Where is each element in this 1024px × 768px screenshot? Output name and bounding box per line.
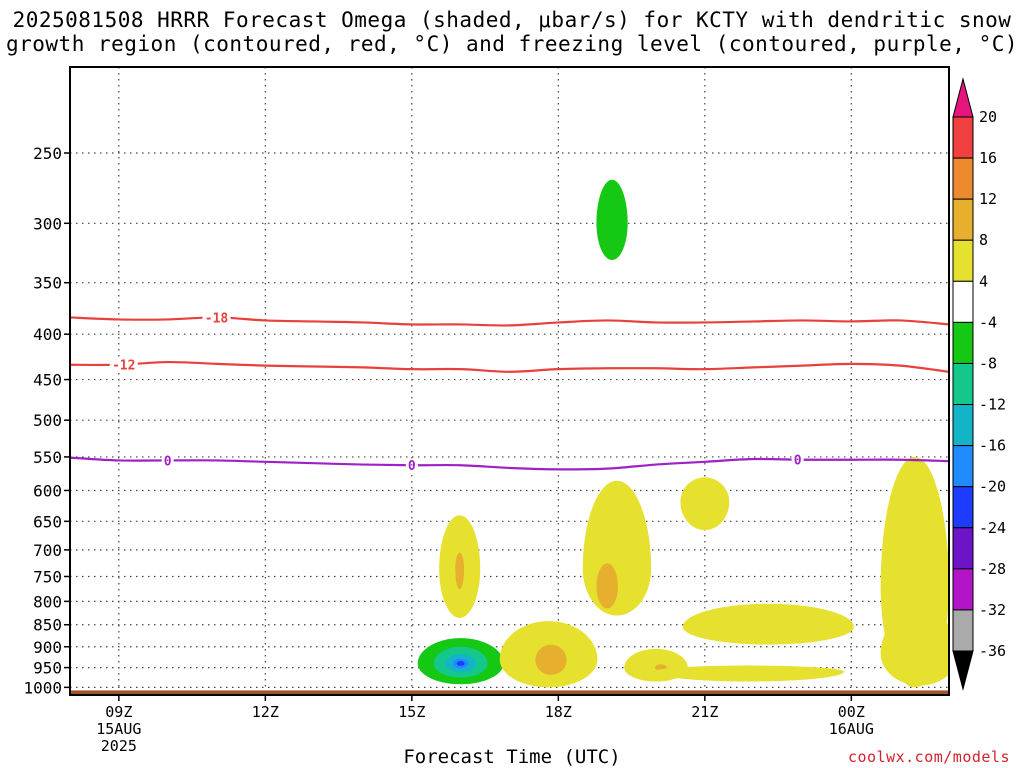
omega-region — [596, 563, 618, 609]
x-tick-label: 21Z — [691, 703, 718, 721]
colorbar-segment — [952, 157, 974, 200]
x-tick-label: 15AUG — [96, 720, 141, 738]
colorbar-label: -4 — [979, 313, 997, 331]
contour-line — [70, 456, 949, 471]
colorbar-label: 12 — [979, 190, 997, 208]
chart-title-line-1: 2025081508 HRRR Forecast Omega (shaded, … — [12, 8, 1012, 32]
omega-region — [455, 552, 465, 590]
contour-label-bg — [161, 453, 174, 468]
colorbar-segment — [952, 280, 974, 323]
y-tick-label: 450 — [33, 371, 62, 390]
y-tick-label: 350 — [33, 274, 62, 293]
x-tick-label: 00Z — [838, 703, 865, 721]
colorbar-label: -36 — [979, 642, 1006, 660]
x-tick-label: 15Z — [398, 703, 425, 721]
colorbar-segment — [952, 321, 974, 364]
colorbar-segment — [952, 116, 974, 159]
colorbar-label: -20 — [979, 478, 1006, 496]
x-tick-label: 12Z — [252, 703, 279, 721]
contour-label-bg — [791, 452, 804, 467]
x-tick-label: 09Z — [105, 703, 132, 721]
colorbar-label: -32 — [979, 601, 1006, 619]
contour-line — [70, 316, 949, 327]
omega-region — [880, 610, 949, 686]
omega-region — [535, 644, 567, 675]
colorbar-label: -12 — [979, 396, 1006, 414]
plot-frame — [69, 66, 950, 696]
colorbar-bottom-arrow — [952, 650, 974, 691]
colorbar: 20 16 12 8 4 -4 -8 -12 -16 -20 -24 -28 -32 -36 — [952, 77, 1006, 691]
credit-link[interactable]: coolwx.com/models — [847, 748, 1010, 766]
grid — [70, 67, 949, 695]
colorbar-segment — [952, 527, 974, 570]
y-tick-label: 650 — [33, 512, 62, 531]
contour-line — [70, 360, 949, 373]
contour-label: -12 — [112, 358, 135, 373]
colorbar-label: 20 — [979, 108, 997, 126]
y-tick-label: 250 — [33, 144, 62, 163]
colorbar-segment — [952, 404, 974, 447]
colorbar-label: -16 — [979, 437, 1006, 455]
omega-region — [682, 603, 854, 645]
chart-title-line-2: growth region (contoured, red, °C) and f… — [5, 32, 1019, 56]
contour-label-bg — [202, 310, 231, 325]
omega-region — [680, 477, 730, 531]
y-tick-label: 300 — [33, 214, 62, 233]
omega-region — [456, 661, 465, 666]
colorbar-segment — [952, 486, 974, 529]
omega-region — [596, 179, 628, 261]
colorbar-label: -28 — [979, 560, 1006, 578]
colorbar-label: -8 — [979, 354, 997, 372]
omega-region — [653, 665, 845, 682]
contour-label: 0 — [164, 454, 172, 469]
y-tick-label: 800 — [33, 592, 62, 611]
x-tick-label: 16AUG — [829, 720, 874, 738]
colorbar-segment — [952, 198, 974, 241]
y-tick-label: 700 — [33, 541, 62, 560]
contour-label-bg — [109, 357, 138, 372]
y-axis: 250 300 350 400 450 500 550 600 650 700 750 800 850 9… — [23, 144, 70, 697]
colorbar-label: 8 — [979, 231, 988, 249]
contours: -18 -12 0 0 0 — [70, 310, 949, 474]
x-tick-label: 18Z — [545, 703, 572, 721]
colorbar-segment — [952, 445, 974, 488]
y-tick-label: 400 — [33, 325, 62, 344]
y-tick-label: 950 — [33, 659, 62, 678]
y-tick-label: 600 — [33, 481, 62, 500]
plot-border — [69, 66, 950, 696]
contour-label-bg — [405, 458, 418, 473]
contour-label: -18 — [205, 311, 229, 326]
y-tick-label: 500 — [33, 411, 62, 430]
y-tick-label: 550 — [33, 448, 62, 467]
y-tick-label: 750 — [33, 567, 62, 586]
colorbar-segment — [952, 609, 974, 652]
colorbar-top-arrow — [952, 77, 974, 118]
colorbar-label: 16 — [979, 149, 997, 167]
colorbar-segment — [952, 362, 974, 406]
colorbar-label: -24 — [979, 519, 1006, 537]
colorbar-label: 4 — [979, 272, 988, 290]
ground-surface — [70, 690, 949, 695]
y-tick-label: 1000 — [23, 678, 62, 697]
y-tick-label: 850 — [33, 616, 62, 635]
omega-shading — [417, 179, 949, 688]
contour-label: 0 — [408, 459, 416, 474]
colorbar-segment — [952, 239, 974, 282]
colorbar-segment — [952, 568, 974, 611]
contour-label: 0 — [794, 454, 802, 469]
ground-bar — [70, 690, 949, 695]
y-tick-label: 900 — [33, 638, 62, 657]
x-axis-title: Forecast Time (UTC) — [403, 746, 621, 768]
x-tick-label: 2025 — [101, 737, 137, 755]
